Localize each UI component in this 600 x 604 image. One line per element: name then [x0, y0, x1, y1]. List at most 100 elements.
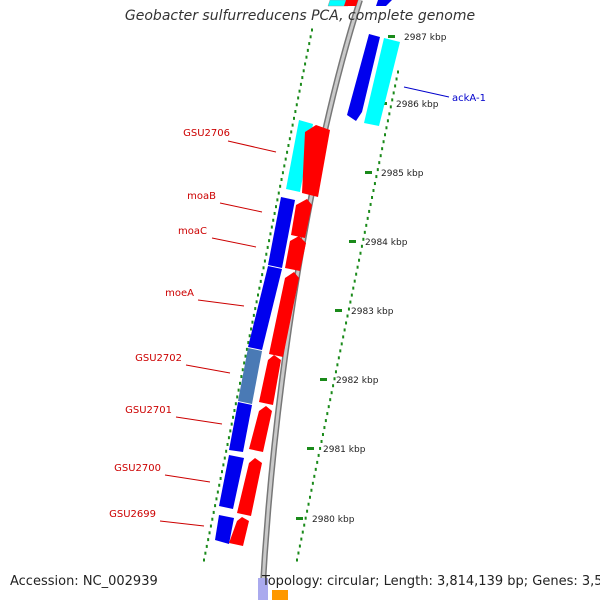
tick-dot-inner	[305, 55, 308, 59]
genome-summary: Topology: circular; Length: 3,814,139 bp…	[262, 574, 600, 589]
tick-dot-outer	[336, 363, 339, 367]
tick-dot-inner	[286, 150, 289, 154]
scale-label: 2987 kbp	[404, 33, 447, 43]
tick-dot-outer	[378, 161, 381, 165]
tick-dot-outer	[388, 112, 391, 116]
tick-dot-outer	[368, 209, 371, 213]
tick-dot-inner	[293, 116, 295, 120]
tick-dot-outer	[306, 509, 309, 513]
tick-dot-outer	[353, 279, 356, 283]
tick-dot-inner	[230, 422, 233, 426]
tick-dot-outer	[352, 286, 355, 290]
gene-label: GSU2701	[125, 405, 172, 416]
tick-dot-outer	[362, 237, 365, 241]
tick-dot-outer	[350, 293, 353, 297]
gene-leader-line	[403, 86, 450, 98]
tick-dot-inner	[216, 490, 219, 494]
scale-label: 2986 kbp	[396, 100, 439, 110]
tick-dot-outer	[358, 258, 361, 262]
tick-dot-inner	[306, 48, 309, 52]
tick-dot-outer	[343, 328, 346, 332]
tick-dot-inner	[234, 402, 237, 406]
feature-highlight	[238, 348, 262, 404]
feature-rna	[364, 38, 400, 126]
major-tick	[320, 378, 327, 381]
tick-dot-inner	[247, 341, 250, 345]
backbone-highlight	[260, 0, 362, 601]
tick-dot-inner	[277, 191, 280, 195]
gene-leader-line	[197, 299, 245, 307]
tick-dot-outer	[333, 377, 336, 381]
tick-dot-outer	[323, 426, 326, 430]
tick-dot-inner	[308, 42, 311, 46]
tick-dot-outer	[373, 182, 376, 186]
tick-dot-outer	[304, 516, 307, 520]
tick-dot-inner	[299, 82, 302, 86]
scale-label: 2980 kbp	[312, 515, 355, 525]
tick-dot-outer	[324, 419, 327, 423]
tick-dot-inner	[205, 544, 208, 548]
tick-dot-inner	[258, 286, 261, 290]
tick-dot-outer	[314, 467, 317, 471]
tick-dot-inner	[290, 130, 293, 134]
gene-leader-line	[164, 474, 211, 483]
tick-dot-inner	[272, 218, 275, 222]
tick-dot-outer	[366, 216, 369, 220]
tick-dot-inner	[241, 368, 244, 372]
tick-dot-inner	[291, 123, 294, 127]
tick-dot-inner	[262, 266, 265, 270]
gene-label: GSU2700	[114, 463, 161, 474]
tick-dot-outer	[346, 314, 349, 318]
tick-dot-outer	[308, 495, 311, 499]
gene-leader-line	[159, 520, 205, 527]
tick-dot-inner	[281, 171, 284, 175]
tick-dot-inner	[304, 62, 307, 66]
tick-dot-inner	[270, 225, 273, 229]
tick-dot-outer	[382, 140, 385, 144]
tick-dot-outer	[397, 70, 399, 74]
tick-dot-inner	[279, 184, 282, 188]
tick-dot-inner	[221, 470, 223, 474]
tick-dot-outer	[298, 544, 301, 548]
tick-dot-inner	[229, 429, 232, 433]
tick-dot-outer	[329, 398, 332, 402]
feature-reverse	[229, 402, 252, 452]
feature-reverse	[219, 455, 244, 509]
tick-dot-outer	[311, 481, 314, 485]
tick-dot-outer	[356, 265, 359, 269]
feature-forward	[259, 355, 281, 405]
accession-label: Accession: NC_002939	[10, 574, 158, 589]
tick-dot-inner	[214, 504, 217, 508]
map-title: Geobacter sulfurreducens PCA, complete g…	[124, 8, 476, 24]
gene-label: ackA-1	[452, 93, 486, 104]
gene-label: GSU2702	[135, 353, 182, 364]
tick-dot-inner	[207, 538, 210, 542]
tick-dot-inner	[245, 347, 248, 351]
feature-forward	[285, 236, 306, 271]
tick-dot-outer	[349, 300, 352, 304]
tick-dot-inner	[295, 103, 298, 107]
tick-dot-outer	[321, 433, 324, 437]
tick-dot-inner	[284, 157, 287, 161]
tick-dot-inner	[309, 35, 312, 39]
tick-dot-inner	[259, 279, 262, 283]
gene-label: GSU2699	[109, 509, 156, 520]
tick-dot-outer	[365, 223, 368, 227]
tick-dot-outer	[379, 154, 382, 158]
tick-dot-inner	[268, 239, 271, 243]
tick-dot-outer	[376, 168, 379, 172]
backbone-line	[259, 0, 363, 601]
tick-dot-inner	[251, 320, 254, 324]
feature-reverse	[347, 34, 380, 121]
scale-label: 2981 kbp	[323, 445, 366, 455]
major-tick	[296, 517, 303, 520]
tick-dot-inner	[212, 510, 215, 514]
tick-dot-outer	[327, 405, 330, 409]
tick-dot-inner	[215, 497, 218, 501]
feature-forward	[237, 458, 262, 516]
tick-dot-inner	[232, 415, 235, 419]
tick-dot-inner	[252, 313, 255, 317]
tick-dot-inner	[276, 198, 279, 202]
feature-top-red	[344, 0, 358, 6]
